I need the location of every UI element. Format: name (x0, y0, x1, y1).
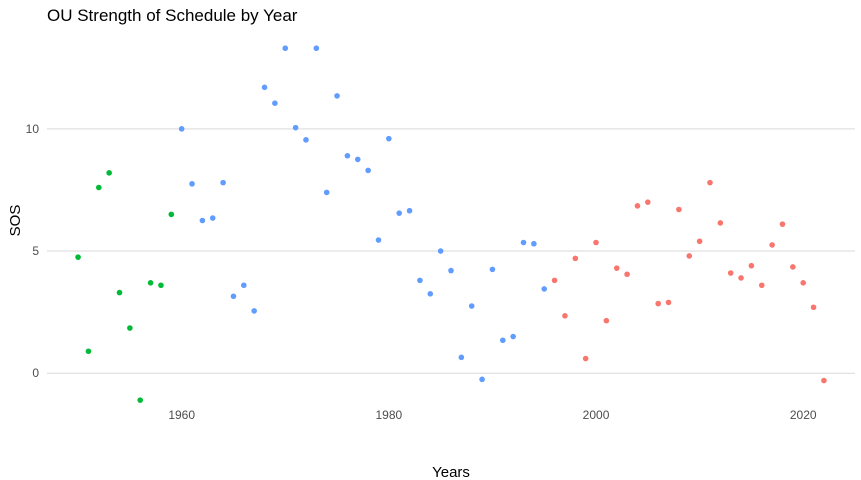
data-point (593, 239, 599, 246)
data-point (209, 215, 216, 221)
data-point (727, 270, 734, 276)
data-point (282, 45, 289, 52)
x-tick-label: 1980 (375, 408, 402, 422)
data-point (489, 266, 496, 273)
data-point (810, 304, 817, 311)
data-point (127, 325, 133, 331)
y-tick-label: 10 (26, 122, 40, 136)
data-point (790, 264, 796, 270)
data-point (261, 84, 268, 91)
data-point (427, 291, 434, 297)
data-point (75, 254, 81, 260)
data-point (499, 337, 506, 344)
data-point (572, 255, 579, 262)
data-point (354, 156, 361, 163)
data-point (686, 253, 693, 259)
data-point (676, 206, 682, 213)
data-point (603, 317, 610, 324)
data-point (551, 277, 558, 284)
y-axis-title: SOS (7, 205, 24, 237)
data-point (241, 282, 247, 289)
data-point (158, 282, 164, 289)
data-point (624, 271, 630, 278)
data-point (634, 203, 641, 209)
data-point (458, 354, 465, 361)
data-point (821, 377, 827, 384)
data-point (738, 275, 744, 281)
data-point (272, 100, 278, 107)
data-point (717, 220, 724, 226)
data-point (417, 277, 423, 284)
data-point (479, 376, 485, 383)
data-point (137, 397, 144, 403)
data-point (313, 45, 320, 52)
data-point (95, 184, 102, 191)
data-point (386, 135, 392, 142)
data-point (468, 303, 475, 309)
data-point (748, 262, 755, 269)
data-point (303, 137, 309, 143)
data-point (437, 248, 444, 254)
data-point (365, 167, 371, 174)
data-point (334, 93, 340, 99)
data-point (582, 355, 589, 362)
data-point (510, 333, 516, 340)
data-point (779, 221, 786, 227)
data-point (189, 181, 195, 187)
x-tick-label: 2020 (790, 408, 817, 422)
data-point (562, 313, 568, 319)
data-point (448, 267, 454, 274)
data-point (655, 300, 661, 307)
y-tick-label: 5 (32, 244, 39, 258)
data-point (251, 308, 257, 314)
data-point (168, 211, 175, 218)
data-point (230, 293, 237, 300)
data-point (147, 280, 154, 286)
data-point (375, 237, 382, 243)
data-point (116, 289, 123, 296)
data-point (199, 217, 206, 224)
data-point (541, 286, 548, 292)
x-axis-ticks: 1960 1980 2000 2020 (168, 408, 817, 422)
data-point (645, 199, 651, 205)
data-point (106, 170, 112, 176)
data-points (75, 45, 827, 403)
data-point (707, 179, 713, 186)
data-point (396, 210, 403, 216)
data-point (344, 152, 351, 159)
x-tick-label: 2000 (583, 408, 610, 422)
data-point (531, 240, 537, 247)
data-point (323, 189, 330, 196)
data-point (665, 299, 672, 306)
data-point (406, 207, 413, 214)
data-point (292, 124, 299, 131)
x-axis-title: Years (432, 464, 470, 480)
y-tick-label: 0 (32, 366, 39, 380)
data-point (758, 282, 765, 289)
data-point (178, 126, 185, 132)
data-point (800, 280, 807, 286)
y-axis-ticks: 0 5 10 (26, 122, 40, 380)
data-point (85, 348, 92, 355)
data-point (696, 238, 703, 245)
data-point (520, 239, 527, 246)
data-point (220, 179, 226, 186)
gridlines (47, 128, 855, 374)
data-point (613, 265, 620, 271)
data-point (769, 242, 775, 248)
x-tick-label: 1960 (168, 408, 195, 422)
chart-title: OU Strength of Schedule by Year (47, 6, 298, 25)
